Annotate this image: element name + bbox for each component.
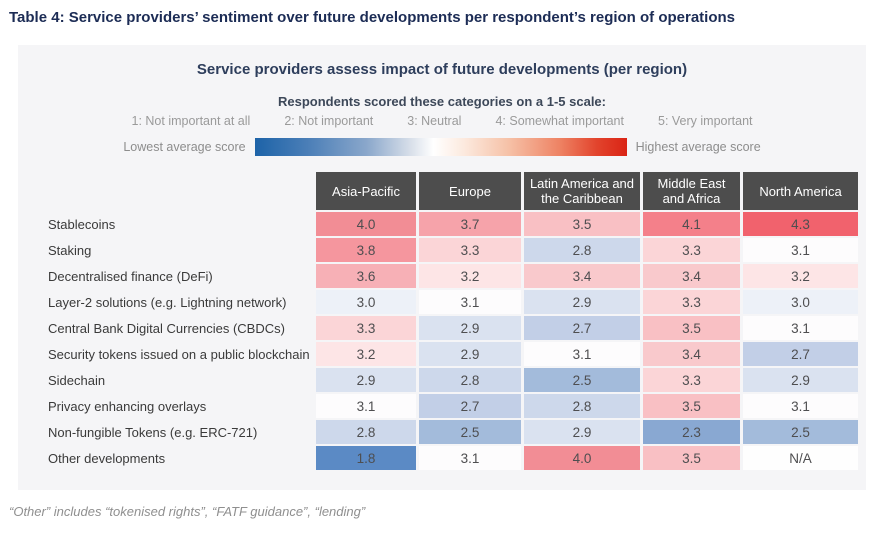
scale-label-1: 1: Not important at all <box>131 114 251 128</box>
heat-cell: 3.2 <box>316 342 416 366</box>
page: Table 4: Service providers’ sentiment ov… <box>9 9 866 519</box>
footnote: “Other” includes “tokenised rights”, “FA… <box>9 504 366 519</box>
heat-cell: 2.5 <box>419 420 521 444</box>
heat-cell: 2.9 <box>524 420 640 444</box>
heat-cell: 2.7 <box>419 394 521 418</box>
heat-cell: 3.1 <box>524 342 640 366</box>
row-label: Staking <box>48 242 92 258</box>
scale-labels: 1: Not important at all 2: Not important… <box>18 114 866 129</box>
heatmap-grid: Asia-Pacific Europe Latin America and the … <box>48 172 866 470</box>
heat-cell: 3.2 <box>419 264 521 288</box>
row-label: Privacy enhancing overlays <box>48 398 207 414</box>
legend-low-label: Lowest average score <box>123 140 246 154</box>
row-label: Layer-2 solutions (e.g. Lightning networ… <box>48 294 287 310</box>
heat-cell: 2.9 <box>419 316 521 340</box>
heat-cell: 3.2 <box>743 264 858 288</box>
heat-cell: 2.7 <box>743 342 858 366</box>
card-title: Service providers assess impact of futur… <box>196 61 688 78</box>
scale-label-5: 5: Very important <box>658 114 753 128</box>
heat-cell: 2.9 <box>743 368 858 392</box>
column-header: Asia-Pacific <box>316 172 416 210</box>
heat-cell: 3.1 <box>743 238 858 262</box>
heat-cell: 4.0 <box>524 446 640 470</box>
row-label: Security tokens issued on a public block… <box>48 346 310 362</box>
column-header: Latin America and the Caribbean <box>524 172 640 210</box>
row-label: Other developments <box>48 450 166 466</box>
heat-cell: 3.4 <box>643 342 740 366</box>
heat-cell: 3.3 <box>316 316 416 340</box>
heat-cell: 3.0 <box>316 290 416 314</box>
heat-cell: 2.3 <box>643 420 740 444</box>
heat-cell: 3.4 <box>643 264 740 288</box>
heat-cell: 3.1 <box>419 446 521 470</box>
heat-cell: 3.5 <box>643 316 740 340</box>
heat-cell: 3.1 <box>743 394 858 418</box>
heat-cell: 3.1 <box>419 290 521 314</box>
scale-label-2: 2: Not important <box>284 114 374 128</box>
row-label: Stablecoins <box>48 216 116 232</box>
heat-cell: 2.8 <box>524 238 640 262</box>
heat-cell: 3.4 <box>524 264 640 288</box>
heat-cell: 2.8 <box>419 368 521 392</box>
heat-cell: N/A <box>743 446 858 470</box>
heat-cell: 2.5 <box>524 368 640 392</box>
row-label: Decentralised finance (DeFi) <box>48 268 213 284</box>
corner-cell <box>48 172 313 210</box>
row-label: Non-fungible Tokens (e.g. ERC-721) <box>48 424 258 440</box>
page-title: Table 4: Service providers’ sentiment ov… <box>9 9 736 26</box>
heat-cell: 4.1 <box>643 212 740 236</box>
column-header: Europe <box>419 172 521 210</box>
heat-cell: 2.9 <box>316 368 416 392</box>
scale-label-3: 3: Neutral <box>407 114 462 128</box>
heat-cell: 3.0 <box>743 290 858 314</box>
heat-cell: 3.6 <box>316 264 416 288</box>
heat-cell: 3.3 <box>419 238 521 262</box>
column-header: Middle East and Africa <box>643 172 740 210</box>
heat-cell: 3.1 <box>743 316 858 340</box>
heat-cell: 3.3 <box>643 238 740 262</box>
heat-cell: 4.0 <box>316 212 416 236</box>
heat-cell: 3.5 <box>643 446 740 470</box>
scale-label-4: 4: Somewhat important <box>495 114 624 128</box>
heat-cell: 2.9 <box>524 290 640 314</box>
column-header: North America <box>743 172 858 210</box>
row-label: Central Bank Digital Currencies (CBDCs) <box>48 320 285 336</box>
heatmap-card: Service providers assess impact of futur… <box>18 45 866 490</box>
heat-cell: 2.7 <box>524 316 640 340</box>
heat-cell: 2.8 <box>524 394 640 418</box>
heat-cell: 2.5 <box>743 420 858 444</box>
legend-gradient-bar <box>254 138 627 156</box>
heat-cell: 3.5 <box>643 394 740 418</box>
heat-cell: 2.9 <box>419 342 521 366</box>
heat-cell: 3.3 <box>643 368 740 392</box>
heat-cell: 3.5 <box>524 212 640 236</box>
heat-cell: 3.8 <box>316 238 416 262</box>
heat-cell: 2.8 <box>316 420 416 444</box>
heat-cell: 3.1 <box>316 394 416 418</box>
heat-cell: 4.3 <box>743 212 858 236</box>
legend-high-label: Highest average score <box>635 140 761 154</box>
row-label: Sidechain <box>48 372 106 388</box>
scale-intro: Respondents scored these categories on a… <box>277 94 606 109</box>
heat-cell: 3.7 <box>419 212 521 236</box>
heat-cell: 1.8 <box>316 446 416 470</box>
heat-cell: 3.3 <box>643 290 740 314</box>
color-legend: Lowest average score Highest average sco… <box>18 138 866 156</box>
